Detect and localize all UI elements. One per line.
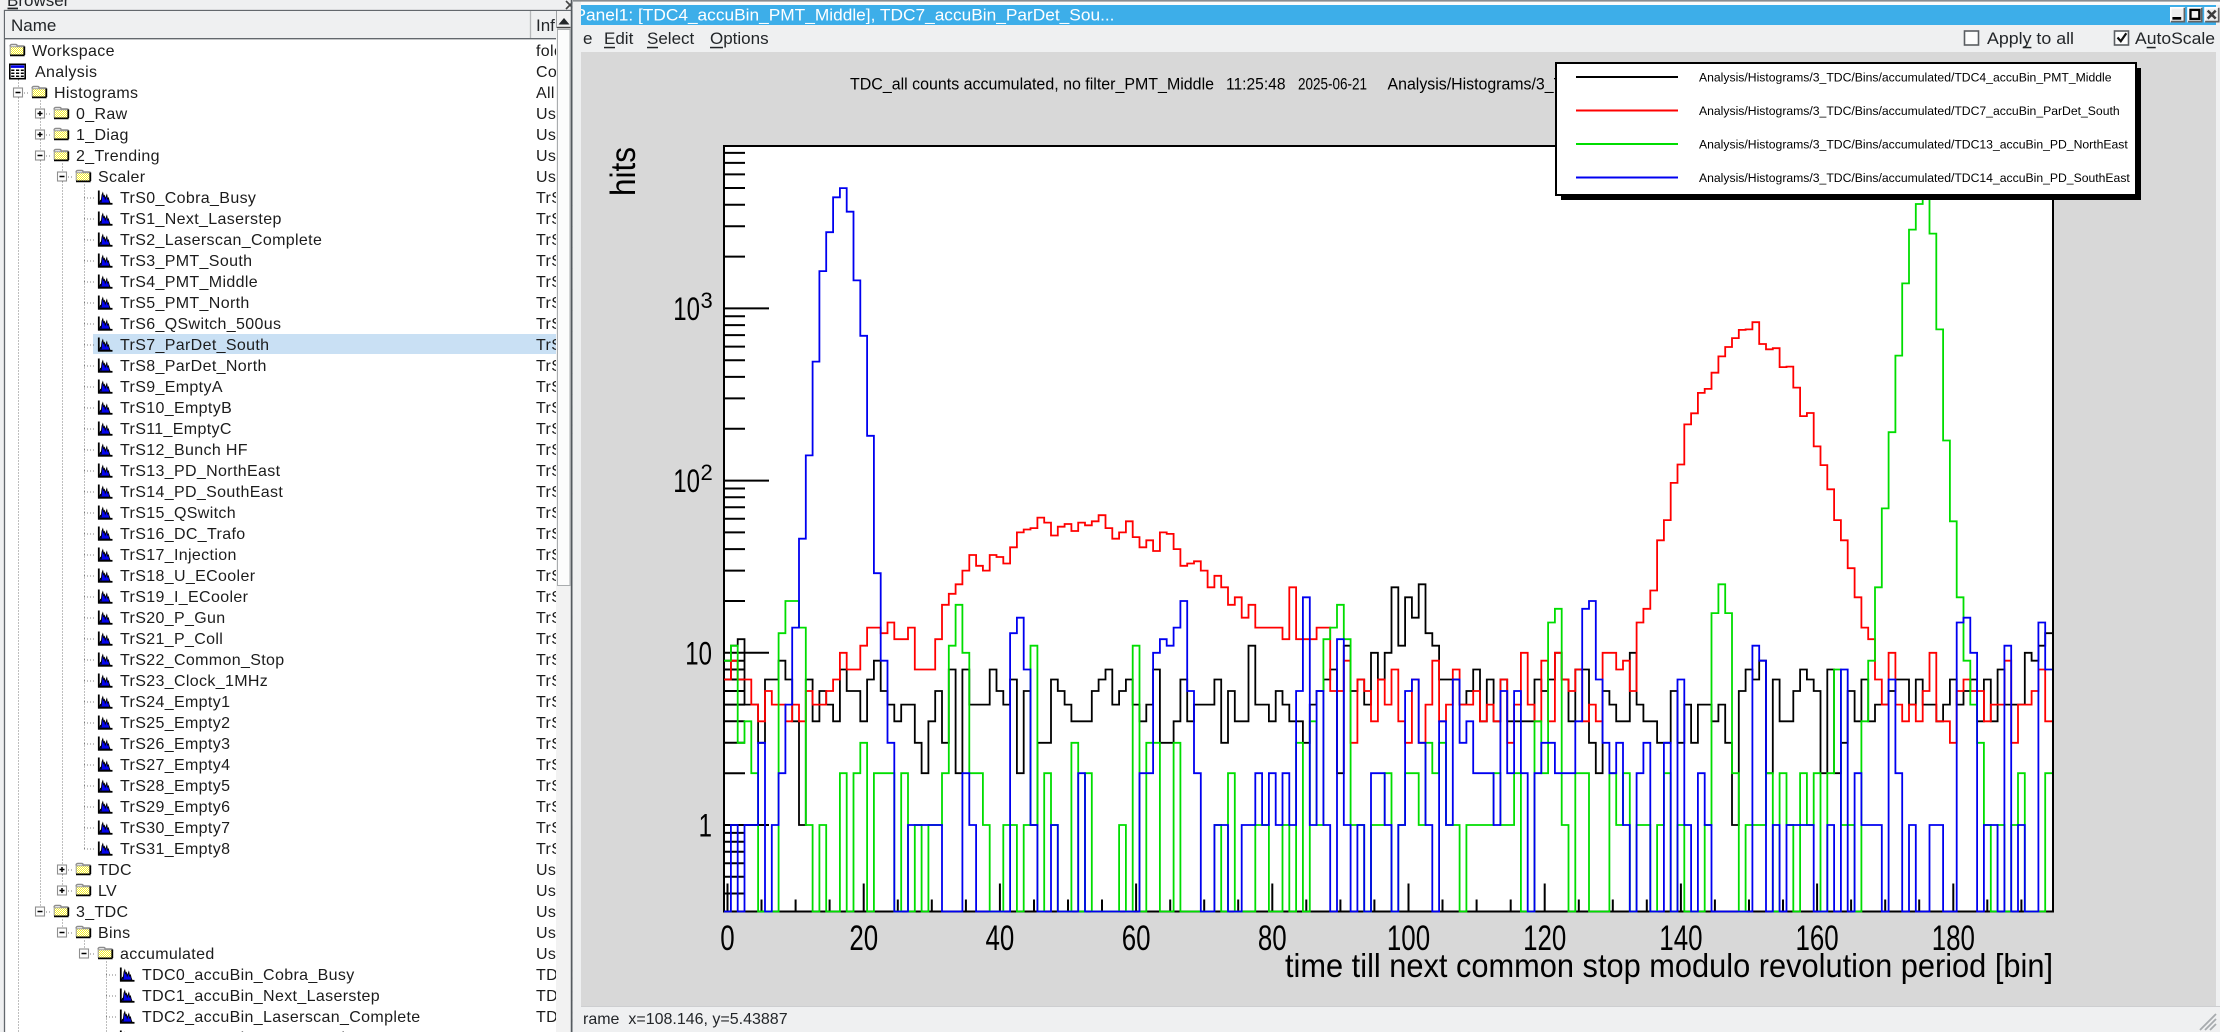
svg-text:Apply to all: Apply to all — [1987, 29, 2074, 48]
svg-text:Panel1: [TDC4_accuBin_PMT_Midd: Panel1: [TDC4_accuBin_PMT_Middle], TDC7_… — [581, 6, 1115, 25]
svg-text:11:25:48: 11:25:48 — [1226, 75, 1286, 94]
svg-text:20: 20 — [849, 918, 878, 958]
svg-text:10: 10 — [673, 463, 700, 499]
svg-text:TrS31_Empty8: TrS31_Empty8 — [120, 841, 230, 858]
svg-text:Edit: Edit — [604, 29, 634, 48]
svg-text:TrS24_Empty1: TrS24_Empty1 — [120, 694, 230, 711]
svg-text:Bins: Bins — [98, 925, 131, 942]
svg-text:TrS21_P_Coll: TrS21_P_Coll — [120, 631, 223, 648]
svg-text:e: e — [583, 29, 592, 48]
svg-text:TrS7_ParDet_South: TrS7_ParDet_South — [120, 337, 269, 354]
svg-text:TDC0_accuBin_Cobra_Busy: TDC0_accuBin_Cobra_Busy — [142, 967, 355, 984]
svg-text:TDC: TDC — [98, 862, 132, 879]
svg-text:TrS27_Empty4: TrS27_Empty4 — [120, 757, 230, 774]
svg-text:40: 40 — [985, 918, 1014, 958]
svg-text:TrS17_Injection: TrS17_Injection — [120, 547, 237, 564]
svg-text:TrS20_P_Gun: TrS20_P_Gun — [120, 610, 226, 627]
svg-text:10: 10 — [685, 635, 712, 671]
svg-text:Analysis/Histograms/3_TDC/Bins: Analysis/Histograms/3_TDC/Bins/accumulat… — [1699, 104, 2120, 118]
svg-text:TrS22_Common_Stop: TrS22_Common_Stop — [120, 652, 285, 669]
svg-text:TrS18_U_ECooler: TrS18_U_ECooler — [120, 568, 256, 585]
svg-text:TrS1_Next_Laserstep: TrS1_Next_Laserstep — [120, 211, 282, 228]
svg-text:TrS13_PD_NorthEast: TrS13_PD_NorthEast — [120, 463, 281, 480]
svg-text:TrS11_EmptyC: TrS11_EmptyC — [120, 421, 232, 438]
svg-text:TDC_all counts accumulated, no: TDC_all counts accumulated, no filter_PM… — [850, 75, 1214, 94]
svg-text:TDC3_accuBin_PMT_South: TDC3_accuBin_PMT_South — [142, 1030, 351, 1032]
svg-text:3: 3 — [701, 288, 713, 313]
svg-text:TrS19_I_ECooler: TrS19_I_ECooler — [120, 589, 249, 606]
svg-text:TrS26_Empty3: TrS26_Empty3 — [120, 736, 230, 753]
svg-text:TDC2_accuBin_Laserscan_Complet: TDC2_accuBin_Laserscan_Complete — [142, 1009, 421, 1026]
svg-text:Analysis/Histograms/3_TDC/Bins: Analysis/Histograms/3_TDC/Bins/accumulat… — [1699, 71, 2112, 85]
svg-text:TrS30_Empty7: TrS30_Empty7 — [120, 820, 230, 837]
svg-text:Inf: Inf — [536, 16, 555, 35]
svg-text:TrS29_Empty6: TrS29_Empty6 — [120, 799, 230, 816]
svg-text:TrS2_Laserscan_Complete: TrS2_Laserscan_Complete — [120, 232, 322, 249]
svg-text:TrS28_Empty5: TrS28_Empty5 — [120, 778, 230, 795]
svg-text:0: 0 — [720, 918, 734, 958]
svg-text:1_Diag: 1_Diag — [76, 127, 129, 144]
svg-text:140: 140 — [1659, 918, 1702, 958]
svg-text:Histograms: Histograms — [54, 85, 138, 102]
svg-text:rame x=108.146, y=5.43887: rame x=108.146, y=5.43887 — [583, 1011, 788, 1028]
svg-text:TrS15_QSwitch: TrS15_QSwitch — [120, 505, 236, 522]
svg-text:Select: Select — [647, 29, 695, 48]
svg-text:TDC1_accuBin_Next_Laserstep: TDC1_accuBin_Next_Laserstep — [142, 988, 380, 1005]
svg-text:0_Raw: 0_Raw — [76, 106, 128, 123]
svg-text:TrS4_PMT_Middle: TrS4_PMT_Middle — [120, 274, 258, 291]
svg-text:160: 160 — [1795, 918, 1838, 958]
svg-text:Analysis/Histograms/3_TDC/Bins: Analysis/Histograms/3_TDC/Bins/accumulat… — [1699, 138, 2128, 152]
svg-text:TrS6_QSwitch_500us: TrS6_QSwitch_500us — [120, 316, 281, 333]
svg-text:TrS25_Empty2: TrS25_Empty2 — [120, 715, 230, 732]
svg-text:accumulated: accumulated — [120, 946, 215, 963]
svg-text:LV: LV — [98, 883, 117, 900]
svg-text:Name: Name — [11, 16, 56, 35]
svg-text:100: 100 — [1387, 918, 1430, 958]
svg-text:1: 1 — [699, 807, 712, 843]
svg-text:2: 2 — [701, 460, 713, 485]
svg-text:Options: Options — [710, 29, 769, 48]
svg-text:TrS3_PMT_South: TrS3_PMT_South — [120, 253, 252, 270]
svg-text:TrS0_Cobra_Busy: TrS0_Cobra_Busy — [120, 190, 256, 207]
svg-text:TrS23_Clock_1MHz: TrS23_Clock_1MHz — [120, 673, 268, 690]
svg-text:2025-06-21: 2025-06-21 — [1298, 75, 1367, 94]
svg-text:2_Trending: 2_Trending — [76, 148, 160, 165]
svg-text:Analysis: Analysis — [35, 64, 97, 81]
svg-text:Scaler: Scaler — [98, 169, 146, 186]
svg-text:Analysis/Histograms/3_TDC/Bins: Analysis/Histograms/3_TDC/Bins/accumulat… — [1699, 171, 2130, 185]
svg-text:TrS14_PD_SouthEast: TrS14_PD_SouthEast — [120, 484, 283, 501]
svg-text:time till next common stop mod: time till next common stop modulo revolu… — [1285, 947, 2053, 984]
svg-text:hits: hits — [604, 147, 643, 196]
svg-text:AutoScale: AutoScale — [2135, 29, 2215, 48]
svg-text:TrS5_PMT_North: TrS5_PMT_North — [120, 295, 250, 312]
svg-text:Workspace: Workspace — [32, 43, 115, 60]
svg-text:Browser: Browser — [7, 0, 70, 10]
svg-text:TrS10_EmptyB: TrS10_EmptyB — [120, 400, 232, 417]
svg-text:TrS16_DC_Trafo: TrS16_DC_Trafo — [120, 526, 246, 543]
svg-text:80: 80 — [1258, 918, 1287, 958]
svg-text:TrS12_Bunch HF: TrS12_Bunch HF — [120, 442, 248, 459]
svg-text:180: 180 — [1932, 918, 1975, 958]
svg-text:3_TDC: 3_TDC — [76, 904, 128, 921]
svg-text:60: 60 — [1122, 918, 1151, 958]
svg-text:10: 10 — [673, 290, 700, 326]
svg-text:120: 120 — [1523, 918, 1566, 958]
svg-text:TrS8_ParDet_North: TrS8_ParDet_North — [120, 358, 267, 375]
svg-text:TrS9_EmptyA: TrS9_EmptyA — [120, 379, 223, 396]
